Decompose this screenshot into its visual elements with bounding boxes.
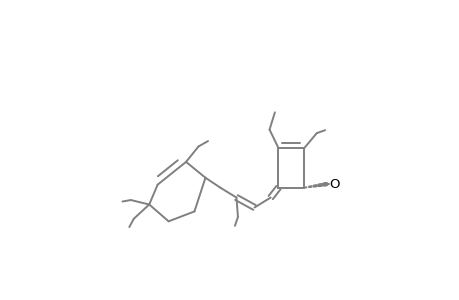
Text: O: O	[329, 178, 339, 190]
